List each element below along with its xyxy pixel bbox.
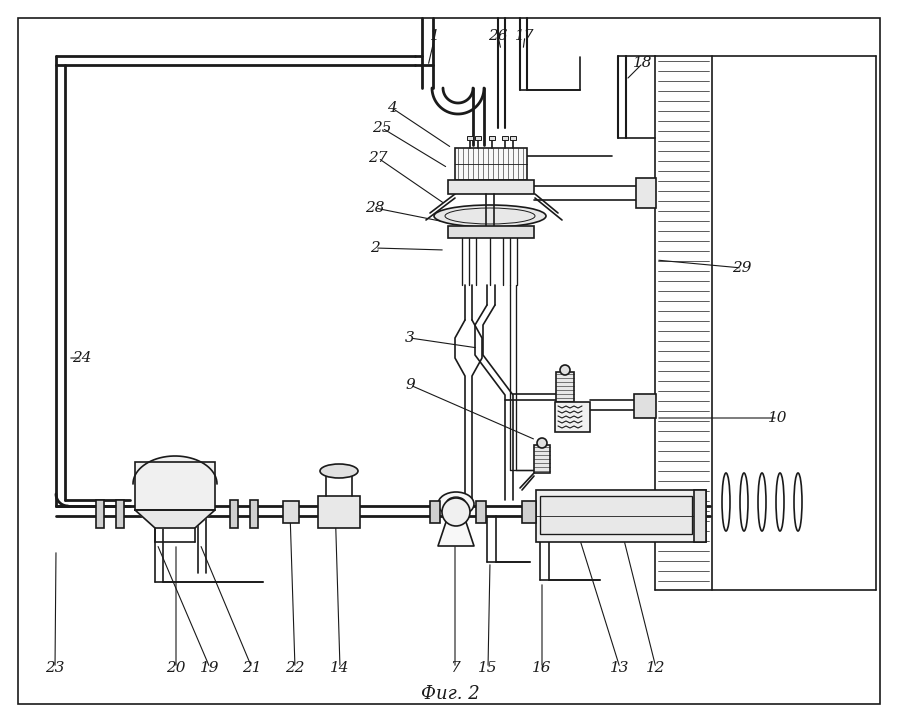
Bar (502, 136, 508, 140)
Ellipse shape (434, 205, 546, 227)
Bar (250, 500, 258, 528)
Bar (96, 500, 104, 528)
Bar (540, 496, 692, 534)
Text: 1: 1 (430, 29, 440, 43)
Ellipse shape (438, 492, 474, 516)
Text: 24: 24 (72, 351, 92, 365)
Text: 3: 3 (405, 331, 415, 345)
Text: 26: 26 (488, 29, 508, 43)
Text: 2: 2 (370, 241, 380, 255)
Bar (448, 226, 534, 238)
Text: 25: 25 (373, 121, 392, 135)
Bar (318, 496, 360, 528)
Text: 12: 12 (646, 661, 666, 675)
Text: 21: 21 (242, 661, 262, 675)
Bar (476, 501, 486, 523)
Text: 27: 27 (368, 151, 388, 165)
Bar (536, 490, 706, 542)
Text: 9: 9 (405, 378, 415, 392)
Bar (522, 501, 536, 523)
Circle shape (442, 498, 470, 526)
Text: 17: 17 (515, 29, 535, 43)
Text: 7: 7 (450, 661, 460, 675)
Bar (510, 136, 516, 140)
Ellipse shape (320, 464, 358, 478)
Text: 18: 18 (634, 56, 652, 70)
Text: 13: 13 (610, 661, 630, 675)
Bar (455, 148, 527, 180)
Bar (283, 501, 299, 523)
Bar (116, 500, 124, 528)
Bar (430, 501, 440, 523)
Text: 10: 10 (769, 411, 788, 425)
Bar (694, 490, 706, 542)
Bar (634, 394, 656, 418)
Bar (448, 180, 534, 194)
Bar (467, 136, 473, 140)
Text: 29: 29 (733, 261, 751, 275)
Bar (230, 500, 238, 528)
Polygon shape (438, 516, 474, 546)
Bar (135, 462, 215, 510)
Text: 14: 14 (330, 661, 350, 675)
Polygon shape (133, 456, 217, 484)
Text: 28: 28 (365, 201, 385, 215)
Bar (636, 178, 656, 208)
Text: 4: 4 (387, 101, 397, 115)
Text: 16: 16 (532, 661, 552, 675)
Text: 22: 22 (285, 661, 305, 675)
Text: 23: 23 (45, 661, 65, 675)
Bar (534, 445, 550, 473)
Text: 15: 15 (478, 661, 498, 675)
Circle shape (560, 365, 570, 375)
Text: 20: 20 (166, 661, 185, 675)
Bar (475, 136, 481, 140)
Circle shape (537, 438, 547, 448)
Text: 19: 19 (200, 661, 220, 675)
Polygon shape (135, 510, 215, 528)
Bar (555, 402, 590, 432)
Text: Фиг. 2: Фиг. 2 (420, 685, 480, 703)
Bar (489, 136, 495, 140)
Bar (556, 372, 574, 402)
